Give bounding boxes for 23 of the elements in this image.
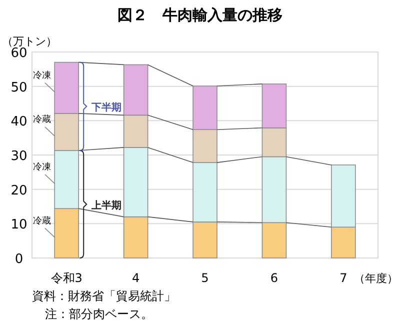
text: 注：部分肉ベース。 <box>45 307 153 321</box>
y-tick-label: 0 <box>14 252 24 267</box>
y-axis-title: （万トン） <box>2 35 57 48</box>
series-label: 冷蔵 <box>33 215 51 226</box>
text: 資料：財務省「貿易統計」 <box>32 289 176 303</box>
x-tick-label: 6 <box>270 271 278 285</box>
y-tick-label: 60 <box>10 46 28 61</box>
series-label: 冷凍 <box>33 162 51 173</box>
annotation: 上半期 <box>90 199 122 212</box>
y-tick-label: 50 <box>10 80 28 96</box>
x-tick-label: 令和3 <box>50 271 82 285</box>
y-tick-label: 40 <box>10 114 28 130</box>
chart-title: 図２ 牛肉輸入量の推移 <box>118 6 282 24</box>
annotation: 下半期 <box>90 101 122 114</box>
y-tick-label: 10 <box>10 218 28 233</box>
x-tick-label: 4 <box>132 271 140 285</box>
series-label: 冷蔵 <box>33 114 51 125</box>
x-tick-label: 7 <box>340 271 348 285</box>
x-axis-title: （年度） <box>354 272 398 285</box>
series-label: 冷凍 <box>33 70 51 81</box>
y-tick-label: 30 <box>10 149 28 164</box>
x-tick-label: 5 <box>201 271 209 285</box>
y-tick-label: 20 <box>10 183 28 198</box>
